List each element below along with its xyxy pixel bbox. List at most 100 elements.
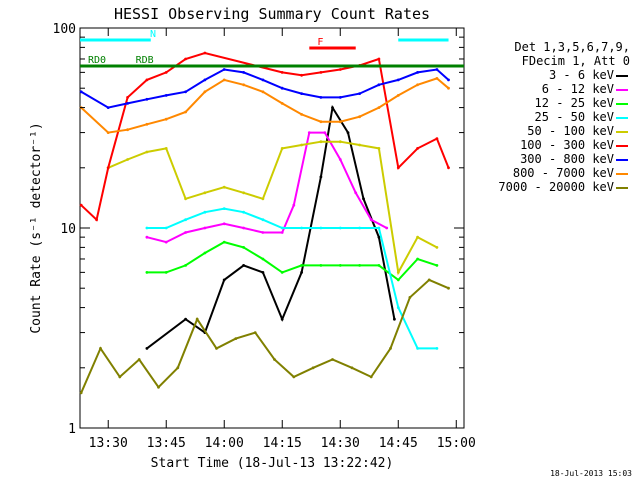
data-point: [222, 222, 226, 226]
data-point: [118, 375, 122, 379]
data-point: [358, 92, 361, 95]
data-point: [176, 366, 180, 370]
data-point: [184, 264, 188, 267]
data-point: [338, 96, 342, 99]
data-point: [261, 231, 265, 234]
legend-swatch: [616, 117, 628, 119]
data-point: [338, 226, 342, 230]
data-point: [184, 110, 188, 114]
flag-label: F: [317, 37, 323, 48]
data-point: [203, 251, 207, 255]
series-line: [107, 140, 438, 276]
data-point: [389, 347, 392, 350]
flag-layer: N F RD0 RDB: [80, 29, 464, 68]
data-point: [416, 257, 419, 261]
series-line: [80, 278, 449, 394]
data-point: [416, 83, 419, 87]
data-point: [145, 226, 149, 230]
data-point: [184, 90, 188, 94]
data-point: [300, 143, 303, 147]
data-point: [435, 347, 439, 350]
data-point: [338, 68, 342, 71]
series-0: [145, 104, 396, 350]
data-point: [203, 210, 207, 214]
series-layer: [79, 51, 450, 395]
data-point: [377, 264, 381, 267]
data-point: [292, 203, 296, 207]
data-point: [354, 191, 358, 195]
data-point: [145, 271, 149, 274]
data-point: [184, 218, 188, 222]
data-point: [106, 131, 110, 135]
data-point: [95, 218, 98, 222]
data-point: [358, 143, 361, 147]
data-point: [346, 131, 350, 135]
flag-label: RDB: [136, 55, 154, 66]
data-point: [164, 71, 168, 74]
data-point: [358, 226, 361, 230]
data-point: [145, 235, 149, 239]
data-point: [184, 231, 188, 234]
data-point: [362, 197, 365, 201]
x-tick-label: 13:45: [147, 436, 186, 451]
x-axis: 13:30 13:45 14:00 14:15 14:30 14:45 15:00: [89, 28, 476, 451]
data-point: [203, 90, 207, 94]
y-tick-label: 100: [53, 22, 76, 37]
data-point: [280, 226, 284, 230]
legend-swatch: [616, 145, 628, 147]
data-point: [338, 264, 342, 267]
data-point: [447, 86, 450, 90]
data-point: [222, 240, 226, 244]
data-point: [261, 78, 265, 82]
data-point: [350, 366, 354, 370]
data-point: [300, 271, 303, 274]
data-point: [273, 358, 276, 361]
series-line: [80, 51, 450, 222]
legend-swatch: [616, 75, 628, 77]
data-point: [280, 231, 284, 234]
data-point: [164, 240, 168, 244]
data-point: [184, 197, 188, 201]
series-line: [146, 241, 438, 282]
data-point: [377, 106, 381, 109]
series-1: [145, 131, 389, 244]
data-point: [126, 128, 129, 132]
y-tick-label: 1: [68, 422, 76, 437]
data-point: [184, 57, 188, 61]
legend-swatch: [616, 187, 628, 189]
legend-entry: 800 - 7000 keV: [512, 166, 614, 180]
data-point: [242, 83, 246, 87]
data-point: [447, 166, 450, 170]
data-point: [280, 147, 284, 150]
data-point: [369, 375, 373, 379]
data-point: [222, 185, 226, 189]
data-point: [242, 210, 246, 214]
data-point: [319, 226, 323, 230]
data-point: [261, 218, 265, 222]
data-point: [242, 71, 246, 74]
data-point: [195, 317, 199, 321]
data-point: [396, 306, 400, 309]
data-point: [222, 207, 226, 211]
data-point: [319, 264, 323, 267]
series-4: [106, 140, 439, 276]
data-point: [408, 296, 412, 299]
series-6: [79, 68, 450, 109]
data-point: [319, 120, 323, 124]
data-point: [99, 347, 102, 350]
series-line: [146, 207, 437, 350]
legend-swatch: [616, 159, 628, 161]
flag-label: N: [150, 29, 156, 40]
data-point: [126, 102, 129, 105]
data-point: [261, 197, 265, 201]
data-point: [203, 51, 207, 55]
legend-swatch: [616, 173, 628, 175]
flag-0: N: [80, 29, 449, 42]
data-point: [242, 191, 246, 195]
flag-1: F: [309, 37, 356, 50]
series-2: [145, 240, 439, 282]
data-point: [222, 68, 226, 71]
data-point: [311, 366, 315, 370]
data-point: [300, 113, 303, 116]
